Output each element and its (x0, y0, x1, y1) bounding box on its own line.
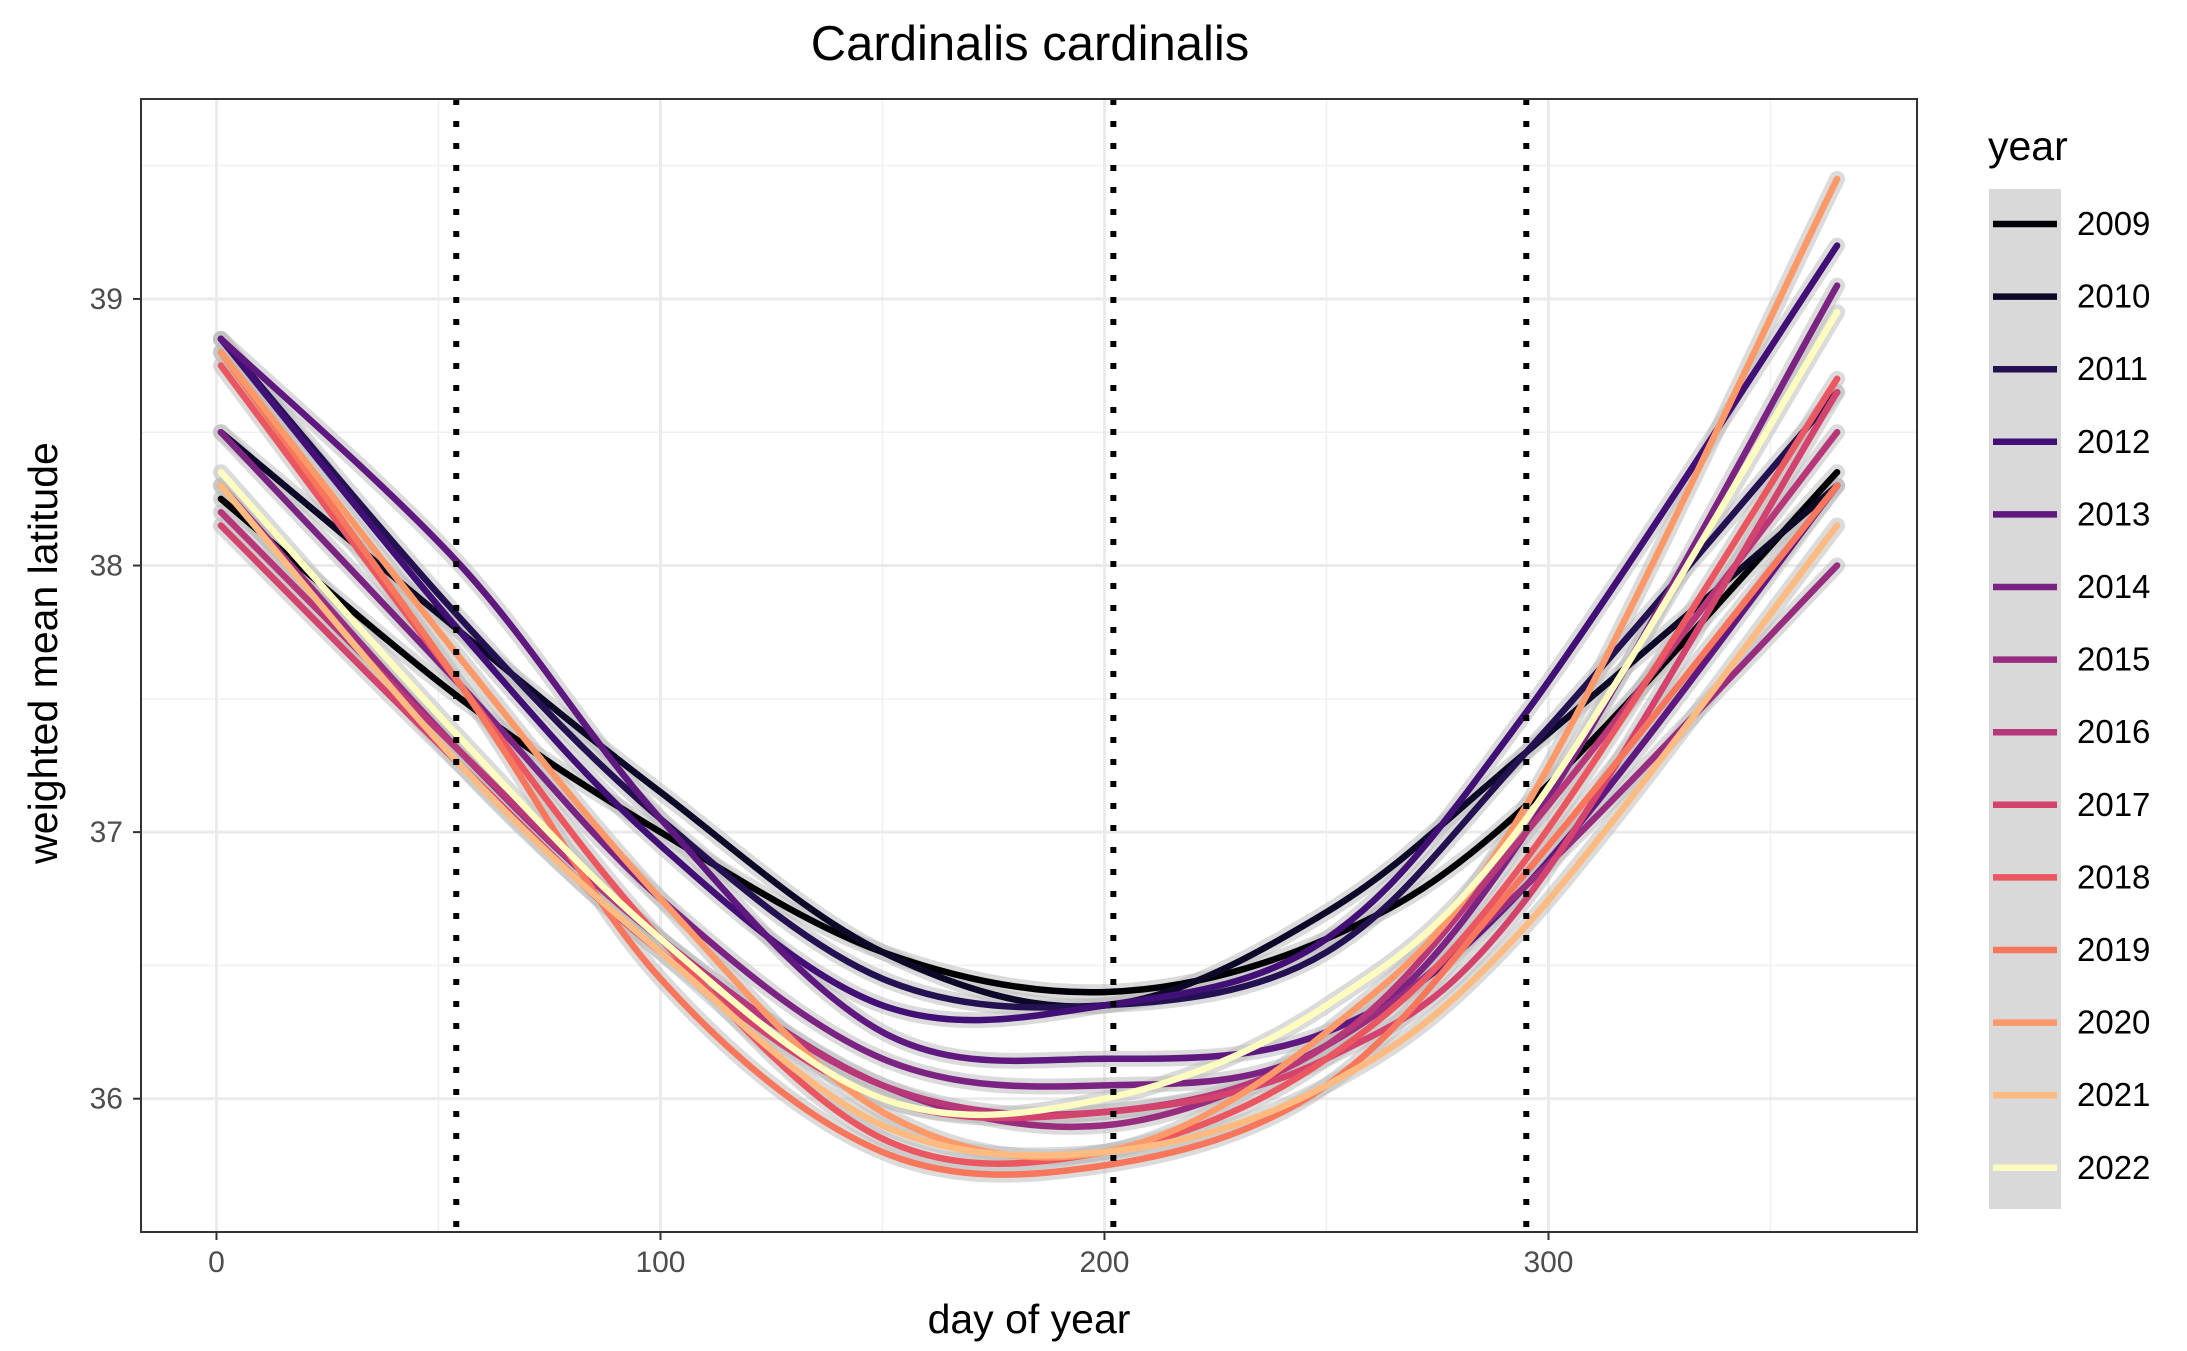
legend-label-2015: 2015 (2077, 641, 2150, 678)
series-line-2021 (217, 482, 1841, 1159)
chart-title: Cardinalis cardinalis (811, 17, 1249, 71)
x-tick-label: 200 (1079, 1246, 1129, 1279)
legend-item-2011: 2011 (1993, 350, 2148, 387)
legend-label-2017: 2017 (2077, 786, 2150, 823)
legend-item-2021: 2021 (1993, 1076, 2150, 1113)
legend-label-2011: 2011 (2077, 350, 2148, 387)
legend-item-2015: 2015 (1993, 641, 2150, 678)
legend-item-2017: 2017 (1993, 786, 2150, 823)
x-tick-label: 100 (635, 1246, 685, 1279)
legend-label-2012: 2012 (2077, 423, 2150, 460)
legend-label-2022: 2022 (2077, 1149, 2150, 1186)
y-tick-label: 38 (90, 550, 123, 583)
legend-label-2020: 2020 (2077, 1004, 2150, 1041)
series-line-2022 (217, 309, 1841, 1119)
y-tick-label: 39 (90, 283, 123, 316)
legend-item-2018: 2018 (1993, 858, 2150, 895)
legend-item-2016: 2016 (1993, 713, 2150, 750)
legend-label-2019: 2019 (2077, 931, 2150, 968)
x-axis-title: day of year (928, 1296, 1131, 1342)
legend-item-2020: 2020 (1993, 1004, 2150, 1041)
series-line-2014 (217, 282, 1841, 1090)
y-axis-title: weighted mean latitude (20, 442, 66, 865)
legend-item-2022: 2022 (1993, 1149, 2150, 1186)
x-tick-label: 300 (1523, 1246, 1573, 1279)
legend-title: year (1988, 123, 2068, 169)
legend-label-2016: 2016 (2077, 713, 2150, 750)
legend-label-2013: 2013 (2077, 495, 2150, 532)
legend-label-2021: 2021 (2077, 1076, 2150, 1113)
legend-item-2019: 2019 (1993, 931, 2150, 968)
panel-border (140, 98, 1918, 1233)
legend-label-2014: 2014 (2077, 568, 2150, 605)
legend-item-2009: 2009 (1993, 205, 2150, 242)
legend-item-2012: 2012 (1993, 423, 2150, 460)
y-tick-label: 36 (90, 1083, 123, 1116)
legend-items: 2009 2010 2011 2012 2013 2014 2015 2016 2017 2018… (1993, 205, 2150, 1186)
legend-key-background (1989, 189, 2061, 1209)
legend-label-2010: 2010 (2077, 278, 2150, 315)
x-tick-label: 0 (208, 1246, 225, 1279)
legend-item-2014: 2014 (1993, 568, 2150, 605)
legend-label-2009: 2009 (2077, 205, 2150, 242)
legend-item-2013: 2013 (1993, 495, 2150, 532)
plot-area (140, 98, 1918, 1233)
series-line-2012 (217, 242, 1841, 1024)
series-line-2011 (217, 335, 1841, 1011)
legend: year 2009 2010 2011 2012 2013 2014 2015 2016 201… (1988, 123, 2150, 1209)
legend-label-2018: 2018 (2077, 858, 2150, 895)
legend-item-2010: 2010 (1993, 278, 2150, 315)
y-tick-label: 37 (90, 816, 123, 849)
